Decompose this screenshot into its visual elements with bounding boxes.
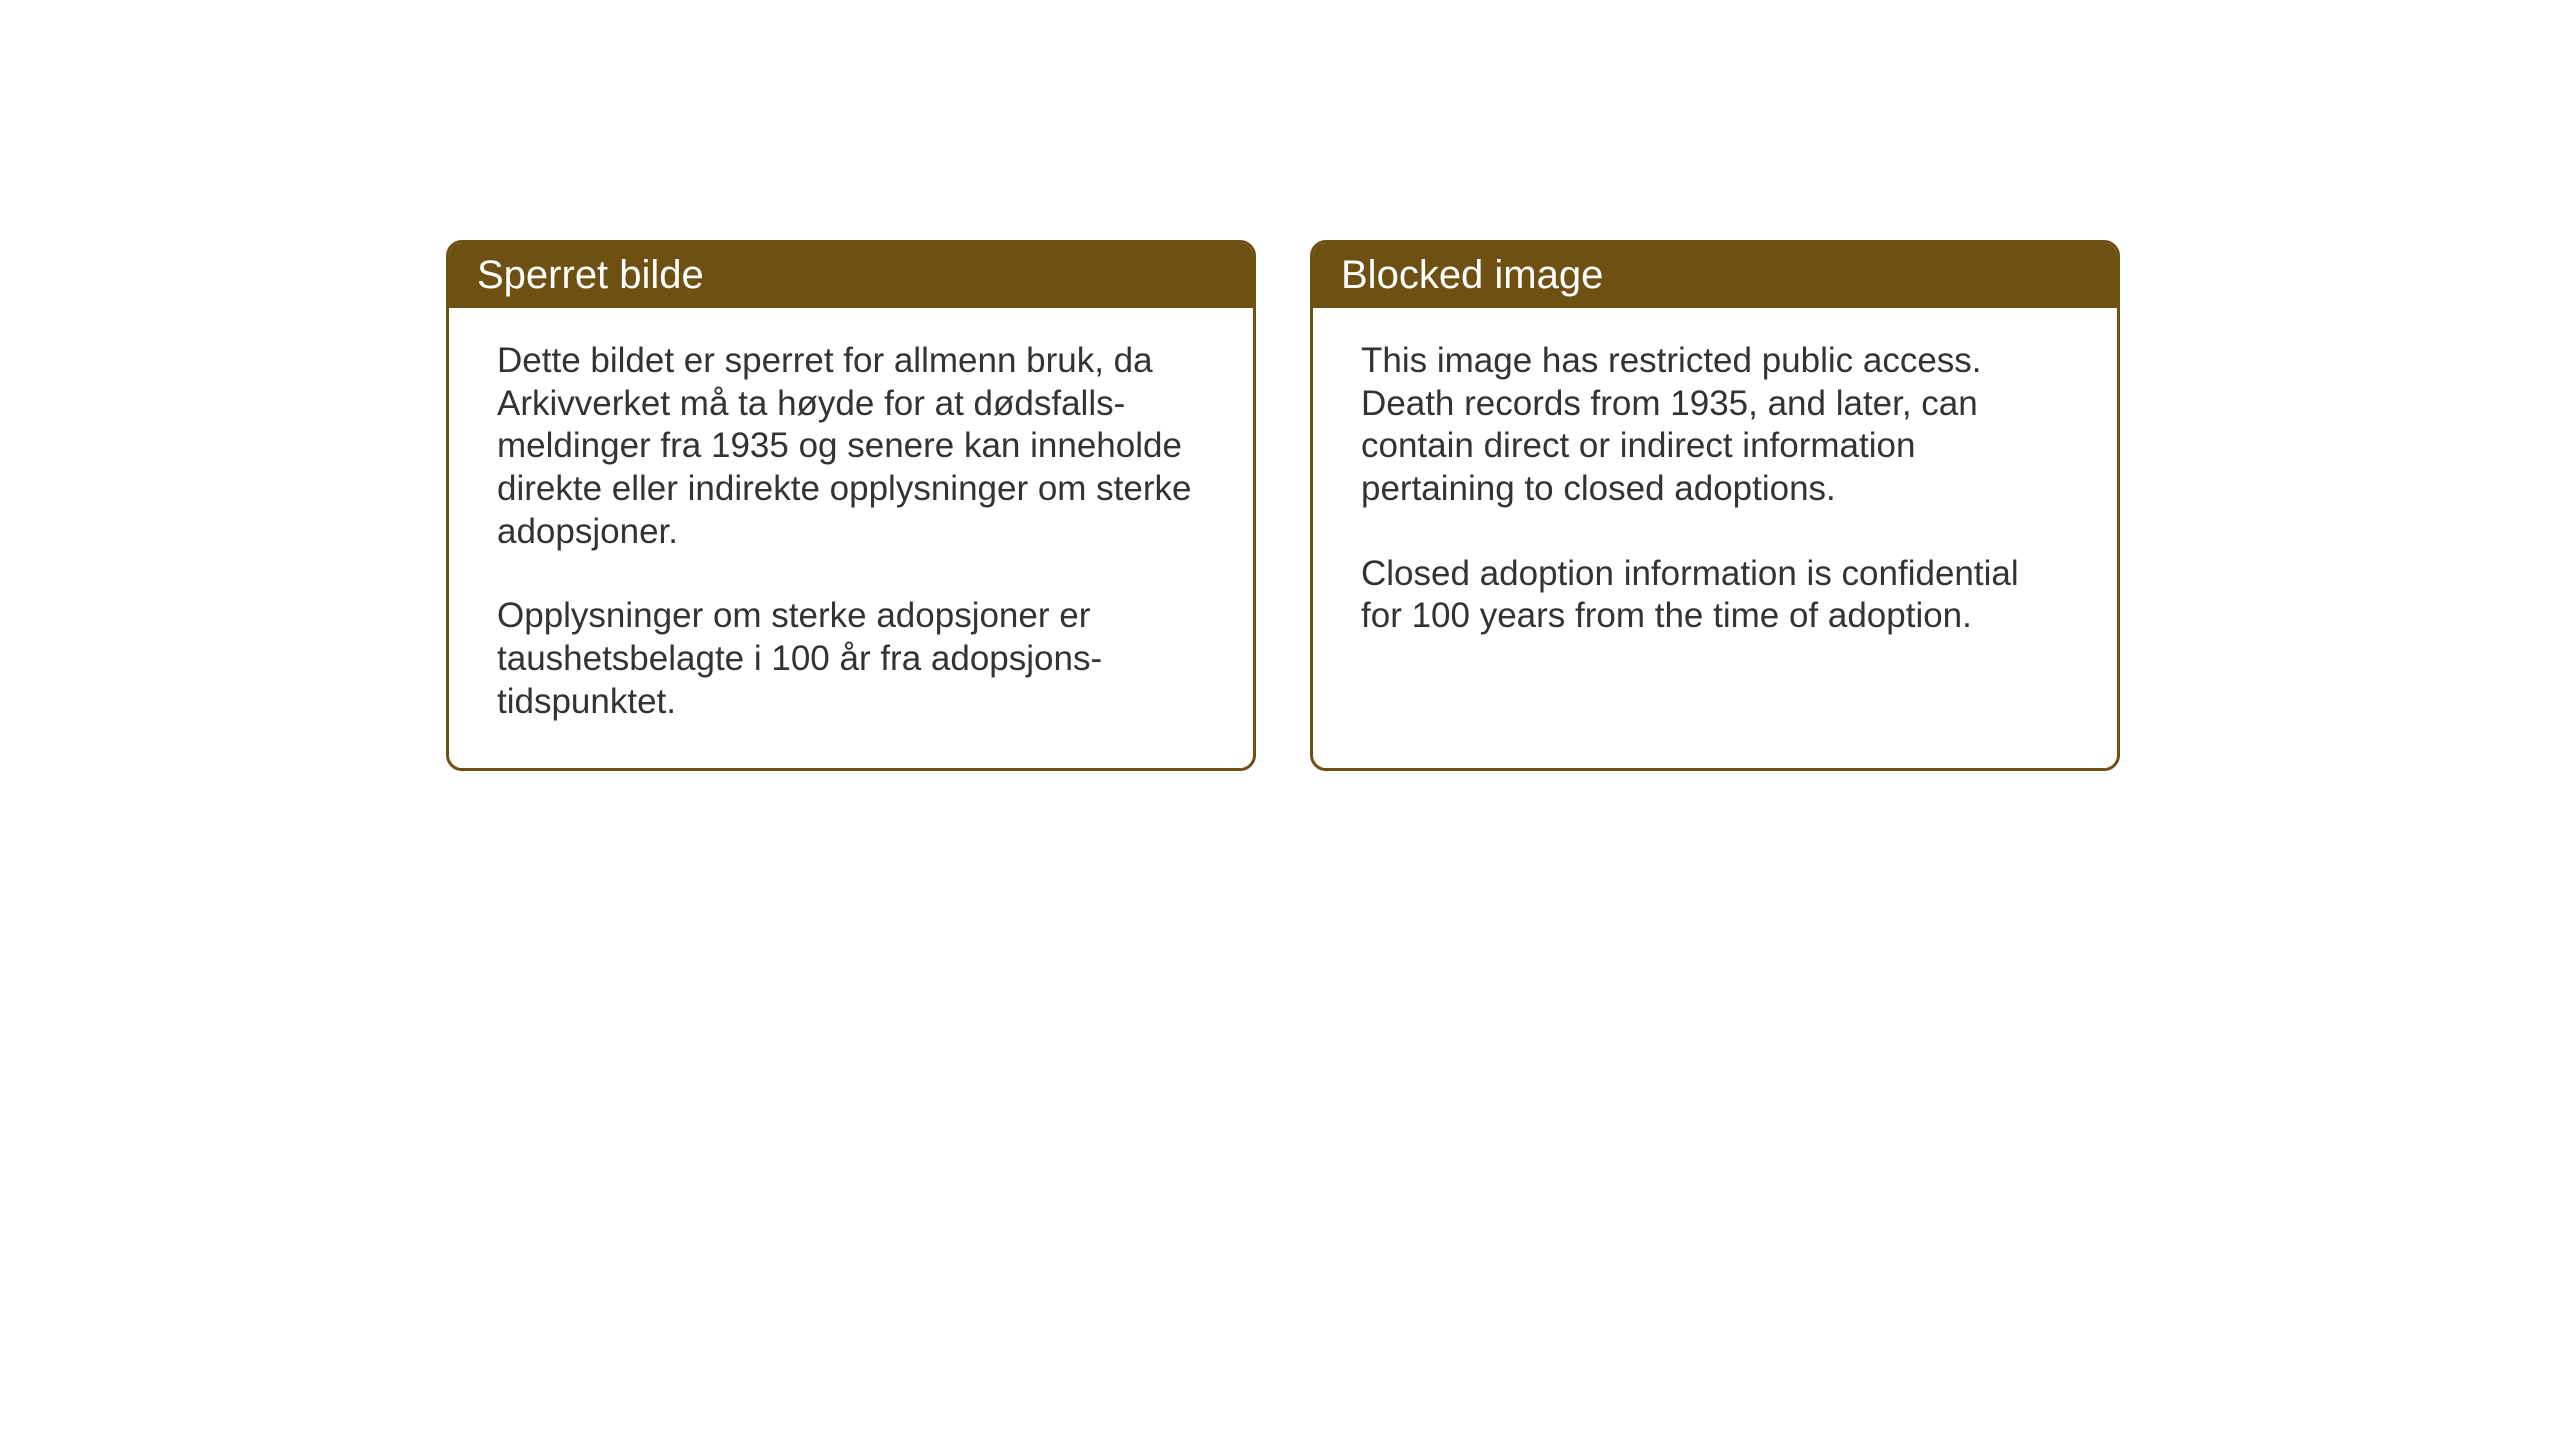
notice-box-english: Blocked image This image has restricted … — [1310, 240, 2120, 771]
notice-header-norwegian: Sperret bilde — [449, 243, 1253, 308]
notice-body-norwegian: Dette bildet er sperret for allmenn bruk… — [449, 308, 1253, 768]
notice-box-norwegian: Sperret bilde Dette bildet er sperret fo… — [446, 240, 1256, 771]
notice-paragraph-1-norwegian: Dette bildet er sperret for allmenn bruk… — [497, 340, 1205, 553]
notice-paragraph-1-english: This image has restricted public access.… — [1361, 340, 2069, 511]
notice-container: Sperret bilde Dette bildet er sperret fo… — [446, 240, 2120, 771]
notice-body-english: This image has restricted public access.… — [1313, 308, 2117, 682]
notice-header-english: Blocked image — [1313, 243, 2117, 308]
notice-paragraph-2-english: Closed adoption information is confident… — [1361, 553, 2069, 638]
notice-paragraph-2-norwegian: Opplysninger om sterke adopsjoner er tau… — [497, 595, 1205, 723]
